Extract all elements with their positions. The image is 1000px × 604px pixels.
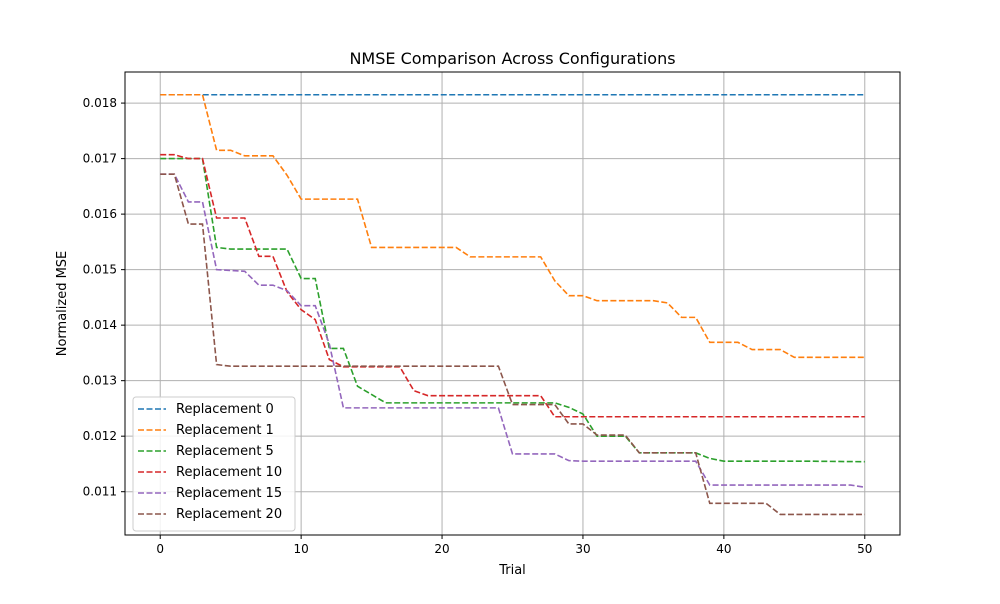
legend-label: Replacement 10 <box>176 465 282 480</box>
x-tick-label: 40 <box>716 542 731 556</box>
y-tick-label: 0.014 <box>83 318 117 332</box>
x-tick-label: 30 <box>575 542 590 556</box>
series-line-replacement-10 <box>160 153 865 418</box>
series-line-replacement-5 <box>160 157 865 463</box>
series-line-replacement-15 <box>160 173 865 489</box>
y-tick-label: 0.017 <box>83 152 117 166</box>
legend-label: Replacement 20 <box>176 507 282 522</box>
y-tick-label: 0.018 <box>83 96 117 110</box>
chart-title: NMSE Comparison Across Configurations <box>349 49 675 68</box>
series-line-replacement-20 <box>160 173 865 516</box>
legend-label: Replacement 1 <box>176 423 274 438</box>
x-tick-label: 50 <box>857 542 872 556</box>
y-tick-label: 0.011 <box>83 485 117 499</box>
series-line-replacement-1 <box>160 93 865 359</box>
series-layer <box>160 93 865 516</box>
y-tick-label: 0.013 <box>83 374 117 388</box>
legend-label: Replacement 0 <box>176 402 274 417</box>
legend-box <box>132 396 296 532</box>
plot-frame <box>124 71 901 536</box>
legend: Replacement 0 Replacement 1 Replacement 5 R… <box>132 396 296 532</box>
x-axis-label: Trial <box>498 563 526 578</box>
y-tick-label: 0.015 <box>83 263 117 277</box>
x-tick-label: 10 <box>293 542 308 556</box>
y-tick-label: 0.016 <box>83 207 117 221</box>
legend-label: Replacement 5 <box>176 444 274 459</box>
y-axis-label: Normalized MSE <box>55 251 70 357</box>
x-tick-label: 20 <box>434 542 449 556</box>
x-tick-label: 0 <box>156 542 164 556</box>
y-tick-label: 0.012 <box>83 429 117 443</box>
tick-layer: 0 10 20 30 40 50 0.011 0.012 0.013 0.014 0.015 0.01… <box>83 96 873 556</box>
legend-label: Replacement 15 <box>176 486 282 501</box>
